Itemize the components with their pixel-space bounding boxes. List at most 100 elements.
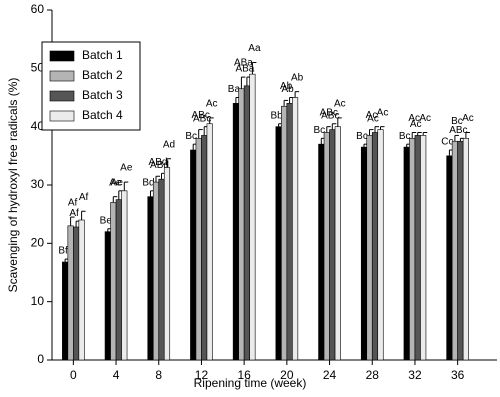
x-tick-label: 36: [451, 368, 465, 382]
significance-label: Bc: [356, 131, 368, 142]
bar: [462, 138, 469, 361]
x-tick-label: 28: [366, 368, 380, 382]
bar: [409, 138, 416, 361]
bar: [323, 132, 330, 361]
significance-label: ABc: [321, 110, 339, 121]
bar: [420, 135, 427, 361]
bar: [329, 129, 336, 361]
significance-label: Ba: [228, 84, 241, 95]
bar: [318, 143, 325, 361]
x-tick-label: 20: [280, 368, 294, 382]
x-tick-label: 0: [70, 368, 77, 382]
bar: [403, 146, 410, 361]
significance-label: Be: [100, 215, 113, 226]
significance-label: Aa: [248, 43, 261, 54]
bar: [73, 226, 80, 361]
bar: [457, 140, 464, 361]
significance-label: Af: [68, 198, 78, 209]
significance-label: Ac: [206, 99, 218, 110]
bar: [371, 132, 379, 361]
x-tick-label: 16: [237, 368, 251, 382]
legend-swatch: [49, 70, 75, 82]
bar: [292, 97, 299, 361]
significance-label: Ac: [367, 113, 379, 124]
legend-swatch: [49, 90, 75, 102]
y-axis-title: Scavenging of hydroxyl free radicals (%): [6, 78, 20, 293]
bar: [360, 146, 368, 361]
bar: [121, 190, 128, 361]
significance-label: Cc: [441, 137, 453, 148]
significance-label: ABd: [150, 160, 169, 171]
significance-label: Af: [69, 208, 79, 219]
bar: [62, 261, 69, 361]
x-tick-label: 8: [155, 368, 162, 382]
significance-label: Bc: [185, 131, 197, 142]
bar: [249, 73, 256, 361]
y-tick-label: 10: [31, 294, 45, 308]
bar: [147, 196, 154, 361]
significance-label: Ae: [120, 163, 133, 174]
significance-label: Bd: [142, 177, 154, 188]
significance-label: Ac: [408, 113, 420, 124]
bar: [377, 129, 384, 361]
legend-label: Batch 2: [82, 68, 123, 82]
y-tick-label: 60: [31, 2, 45, 16]
bar: [158, 178, 165, 361]
bar: [243, 85, 250, 361]
bar: [334, 126, 341, 361]
significance-label: Bb: [270, 110, 283, 121]
significance-label: Ab: [281, 84, 294, 95]
y-tick-label: 30: [31, 177, 45, 191]
bar: [110, 202, 117, 361]
significance-label: Ae: [111, 177, 124, 188]
bar: [232, 103, 239, 361]
x-tick-label: 32: [408, 368, 422, 382]
bar: [275, 126, 282, 361]
bar: [286, 103, 293, 361]
bar: [195, 138, 202, 361]
significance-label: Ac: [462, 113, 474, 124]
x-tick-label: 4: [113, 368, 120, 382]
significance-label: Ab: [291, 72, 304, 83]
legend-label: Batch 3: [82, 88, 123, 102]
x-axis-title: Ripening time (week): [194, 376, 307, 390]
significance-label: Bc: [451, 116, 463, 127]
bar: [163, 167, 171, 361]
bar: [201, 135, 208, 361]
bar: [238, 88, 245, 361]
significance-label: Bc: [399, 131, 411, 142]
bar: [446, 155, 453, 361]
significance-label: Ac: [334, 99, 346, 110]
bar: [104, 231, 111, 361]
x-tick-label: 24: [323, 368, 337, 382]
bar: [190, 149, 197, 361]
significance-label: ABa: [235, 64, 254, 75]
legend-label: Batch 4: [82, 108, 123, 122]
significance-label: ABc: [192, 110, 210, 121]
significance-label: Ac: [410, 119, 422, 130]
significance-label: ABd: [149, 157, 168, 168]
y-tick-label: 0: [37, 352, 44, 366]
significance-label: ABc: [320, 107, 338, 118]
legend-swatch: [49, 50, 75, 62]
significance-label: Ac: [419, 113, 431, 124]
bar: [206, 123, 213, 361]
bar: [451, 140, 458, 361]
significance-label: ABa: [234, 58, 253, 69]
significance-label: Af: [79, 192, 89, 203]
significance-label: ABc: [449, 125, 467, 136]
legend-label: Batch 1: [82, 48, 123, 62]
y-tick-label: 50: [31, 61, 45, 75]
bar: [67, 225, 74, 361]
y-tick-label: 40: [31, 119, 45, 133]
legend-swatch: [49, 110, 75, 122]
bar: [115, 199, 122, 361]
significance-label: Bf: [58, 246, 68, 257]
bar: [414, 135, 421, 361]
significance-label: Ad: [163, 139, 175, 150]
significance-label: Ac: [377, 107, 389, 118]
significance-label: Ac: [366, 110, 378, 121]
y-tick-label: 20: [31, 236, 45, 250]
bar: [281, 105, 288, 361]
